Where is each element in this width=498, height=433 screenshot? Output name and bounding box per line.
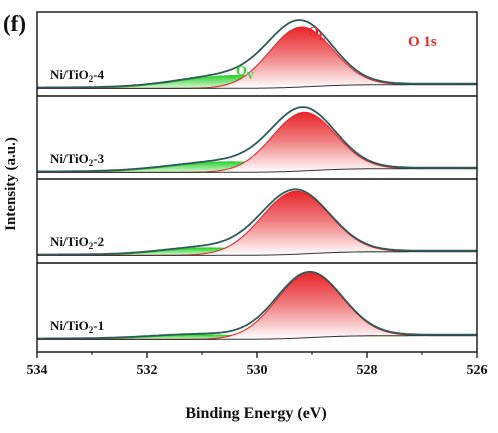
envelope-line xyxy=(37,270,477,340)
sample-label: Ni/TiO2-4 xyxy=(50,67,105,84)
background-line xyxy=(37,335,477,340)
envelope-line xyxy=(37,19,477,89)
lattice-peak-area xyxy=(37,112,477,173)
spectrum-panel: Ni/TiO2-4 xyxy=(37,19,477,89)
x-axis: 534 532 530 528 526 xyxy=(27,352,488,378)
x-tick-label: 534 xyxy=(27,363,48,378)
sample-label-name: Ni/TiO xyxy=(50,318,89,333)
envelope-line xyxy=(37,188,477,256)
spectra-panels: Ni/TiO2-4Ni/TiO2-3Ni/TiO2-2Ni/TiO2-1 xyxy=(37,19,477,340)
plot-border xyxy=(36,11,478,353)
x-tick-label: 532 xyxy=(137,363,158,378)
lattice-peak-area xyxy=(37,27,477,89)
lattice-peak-area xyxy=(37,191,477,256)
panel-label: (f) xyxy=(3,11,26,36)
lattice-oxygen-label-sub: L xyxy=(319,32,326,43)
sample-label-sub: 2 xyxy=(89,241,94,251)
spectrum-panel: Ni/TiO2-2 xyxy=(37,188,477,256)
sample-label: Ni/TiO2-3 xyxy=(50,151,105,168)
x-tick-label: 530 xyxy=(247,363,268,378)
x-tick-label: 528 xyxy=(357,363,378,378)
spectrum-panel: Ni/TiO2-1 xyxy=(37,270,477,340)
sample-label-name: Ni/TiO xyxy=(50,151,89,166)
sample-label-suffix: -2 xyxy=(93,234,104,249)
sample-label-sub: 2 xyxy=(89,325,94,335)
y-axis-label: Intensity (a.u.) xyxy=(3,137,19,231)
background-line xyxy=(37,168,477,173)
region-label: O 1s xyxy=(408,34,437,50)
sample-label-sub: 2 xyxy=(89,158,94,168)
vacancy-oxygen-label-sub: V xyxy=(247,71,255,82)
vacancy-oxygen-label: OV xyxy=(236,64,255,82)
plot-frame xyxy=(36,11,478,353)
x-axis-label: Binding Energy (eV) xyxy=(185,405,326,422)
sample-label-suffix: -1 xyxy=(93,318,104,333)
lattice-oxygen-label-main: O xyxy=(308,25,319,40)
background-line xyxy=(37,84,477,89)
sample-label: Ni/TiO2-2 xyxy=(50,234,104,251)
envelope-line xyxy=(37,106,477,173)
sample-label: Ni/TiO2-1 xyxy=(50,318,104,335)
spectrum-panel: Ni/TiO2-3 xyxy=(37,106,477,173)
vacancy-oxygen-label-main: O xyxy=(236,64,247,79)
background-line xyxy=(37,251,477,256)
sample-label-sub: 2 xyxy=(89,74,94,84)
sample-label-name: Ni/TiO xyxy=(50,234,89,249)
lattice-oxygen-label: OL xyxy=(308,25,326,43)
x-tick-label: 526 xyxy=(467,363,488,378)
sample-label-name: Ni/TiO xyxy=(50,67,89,82)
sample-label-suffix: -3 xyxy=(93,151,104,166)
sample-label-suffix: -4 xyxy=(93,67,104,82)
